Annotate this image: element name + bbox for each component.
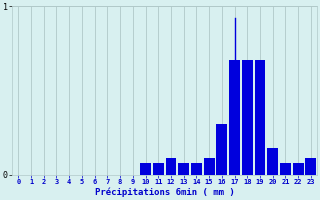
- Bar: [306, 158, 316, 175]
- Bar: [229, 60, 240, 175]
- Bar: [216, 124, 227, 175]
- Bar: [255, 60, 265, 175]
- Bar: [165, 158, 176, 175]
- Bar: [267, 148, 278, 175]
- Bar: [140, 163, 151, 175]
- Bar: [204, 158, 214, 175]
- Bar: [153, 163, 164, 175]
- Bar: [280, 163, 291, 175]
- Bar: [293, 163, 304, 175]
- Bar: [242, 60, 253, 175]
- Bar: [178, 163, 189, 175]
- Bar: [191, 163, 202, 175]
- X-axis label: Précipitations 6min ( mm ): Précipitations 6min ( mm ): [95, 188, 235, 197]
